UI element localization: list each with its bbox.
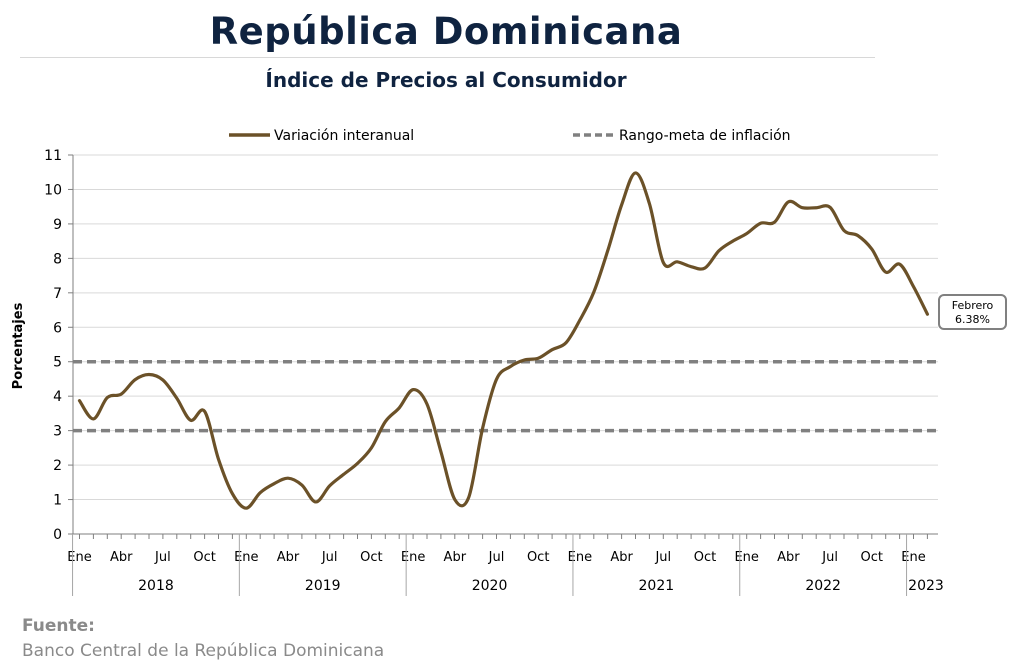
x-tick-label: Jul: [154, 550, 171, 565]
legend-label-target: Rango-meta de inflación: [619, 128, 791, 144]
callout-box: [938, 294, 1007, 330]
year-label: 2022: [805, 578, 841, 594]
x-tick-label: Abr: [110, 550, 133, 565]
y-tick-label: 2: [53, 458, 62, 474]
legend: Variación interanual Rango-meta de inflac…: [229, 128, 791, 144]
y-tick-label: 5: [53, 355, 62, 371]
x-tick-label: Jul: [654, 550, 671, 565]
y-axis: 0 1 2 3 4 5 6 7 8 9 10 11: [44, 148, 74, 543]
year-label: 2018: [138, 578, 174, 594]
inflation-series-line: [77, 171, 929, 510]
x-tick-label: Ene: [67, 550, 91, 565]
y-tick-label: 3: [53, 424, 62, 440]
x-tick-label: Abr: [277, 550, 300, 565]
chart-subtitle: Índice de Precios al Consumidor: [265, 68, 627, 92]
x-tick-label: Oct: [861, 550, 883, 565]
x-tick-label: Jul: [488, 550, 505, 565]
x-axis: Ene Abr Jul Oct Ene Abr Jul Oct Ene Abr Jul Oct Ene A…: [67, 533, 944, 596]
x-tick-label: Jul: [321, 550, 338, 565]
x-tick-label: Oct: [527, 550, 549, 565]
year-label: 2019: [305, 578, 341, 594]
title-divider: [20, 57, 875, 58]
y-tick-label: 10: [44, 182, 62, 198]
y-tick-label: 4: [53, 389, 62, 405]
callout-value: 6.38%: [955, 313, 990, 326]
y-tick-label: 1: [53, 493, 62, 509]
y-tick-label: 7: [53, 286, 62, 302]
x-tick-label: Oct: [360, 550, 382, 565]
x-tick-label: Ene: [401, 550, 425, 565]
x-tick-label: Abr: [777, 550, 800, 565]
x-tick-label: Ene: [568, 550, 592, 565]
x-tick-label: Abr: [610, 550, 633, 565]
source-text: Banco Central de la República Dominicana: [22, 641, 385, 661]
x-tick-label: Oct: [193, 550, 215, 565]
source-label: Fuente:: [22, 616, 95, 636]
year-label: 2023: [908, 578, 944, 594]
x-tick-label: Oct: [694, 550, 716, 565]
y-tick-label: 9: [53, 217, 62, 233]
y-tick-label: 0: [53, 527, 62, 543]
x-tick-label: Jul: [821, 550, 838, 565]
series-layer: [77, 171, 929, 510]
y-tick-label: 11: [44, 148, 62, 164]
x-tick-label: Ene: [234, 550, 258, 565]
y-tick-label: 6: [53, 320, 62, 336]
y-axis-label: Porcentajes: [11, 302, 26, 389]
x-tick-label: Ene: [734, 550, 758, 565]
x-tick-label: Ene: [901, 550, 925, 565]
x-tick-label: Abr: [444, 550, 467, 565]
chart-title: República Dominicana: [209, 10, 683, 53]
legend-label-series: Variación interanual: [274, 128, 414, 144]
year-label: 2021: [639, 578, 675, 594]
callout-label: Febrero: [952, 299, 994, 312]
target-range-lines: [73, 359, 938, 433]
year-label: 2020: [472, 578, 508, 594]
y-tick-label: 8: [53, 251, 62, 267]
